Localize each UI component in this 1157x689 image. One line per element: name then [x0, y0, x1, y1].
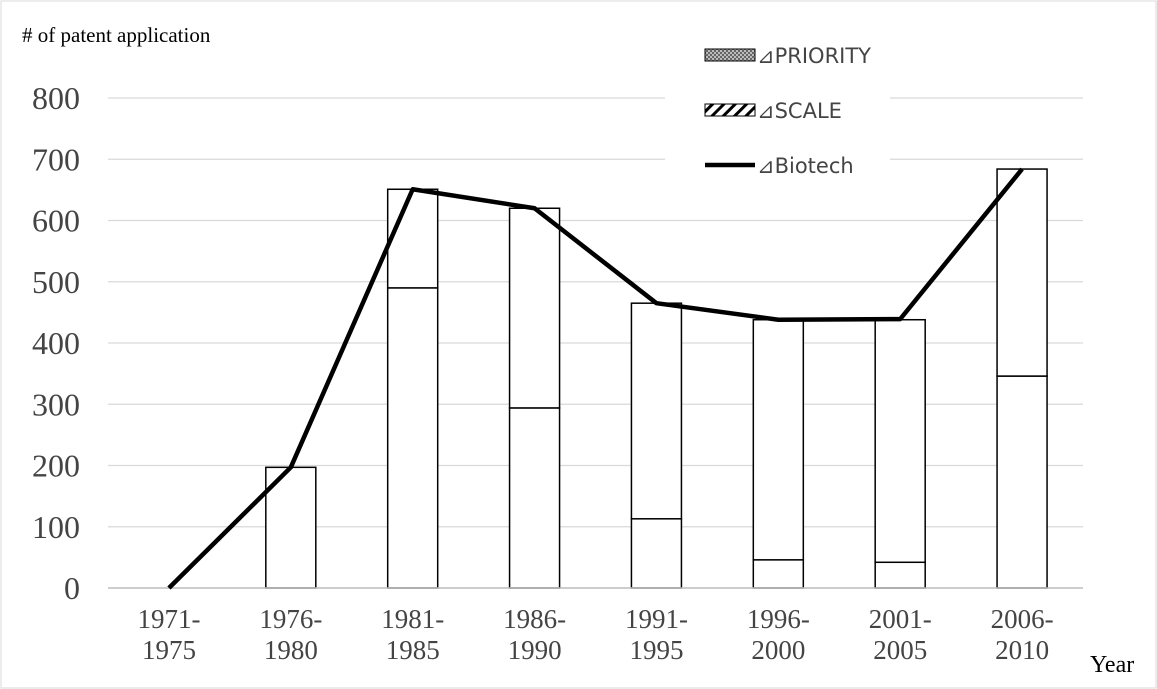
y-tick-label: 500 [32, 264, 80, 300]
bar-segment [508, 407, 561, 589]
x-tick-label: 2006- 2010 [990, 604, 1054, 665]
bar-segment [752, 559, 805, 589]
line-series [167, 167, 1024, 590]
legend-label: ⊿PRIORITY [757, 44, 871, 68]
bar-segment [996, 168, 1048, 377]
legend-swatch [704, 48, 756, 62]
x-tick-label: 1981- 1985 [381, 604, 445, 665]
legend-swatch [704, 103, 756, 117]
legend-background [665, 35, 890, 195]
y-tick-label: 0 [64, 570, 80, 606]
y-tick-label: 100 [32, 509, 80, 545]
legend-label: ⊿Biotech [757, 154, 854, 178]
bar-segment [996, 375, 1048, 589]
x-tick-label: 1996- 2000 [746, 604, 810, 665]
y-tick-label: 600 [32, 203, 80, 239]
x-tick-label: 1971- 1975 [137, 604, 201, 665]
bar-segment [386, 287, 439, 589]
bar-segment [630, 518, 683, 589]
bar-segment [874, 318, 926, 564]
bar-segment [630, 302, 683, 520]
x-tick-label: 1976- 1980 [259, 604, 323, 665]
x-tick-label: 2001- 2005 [868, 604, 932, 665]
bar-segment [386, 188, 439, 289]
y-tick-label: 400 [32, 325, 80, 361]
x-tick-label: 1991- 1995 [624, 604, 688, 665]
y-tick-label: 800 [32, 80, 80, 116]
y-axis-title: # of patent application [22, 23, 211, 47]
bar-segment [874, 561, 926, 589]
x-tick-label: 1986- 1990 [503, 604, 567, 665]
bar-segment [508, 207, 561, 409]
x-axis-title: Year [1090, 652, 1134, 678]
y-tick-label: 200 [32, 448, 80, 484]
y-tick-label: 700 [32, 141, 80, 177]
y-tick-label: 300 [32, 386, 80, 422]
legend-label: ⊿SCALE [757, 99, 842, 123]
bar-segment [752, 318, 805, 561]
